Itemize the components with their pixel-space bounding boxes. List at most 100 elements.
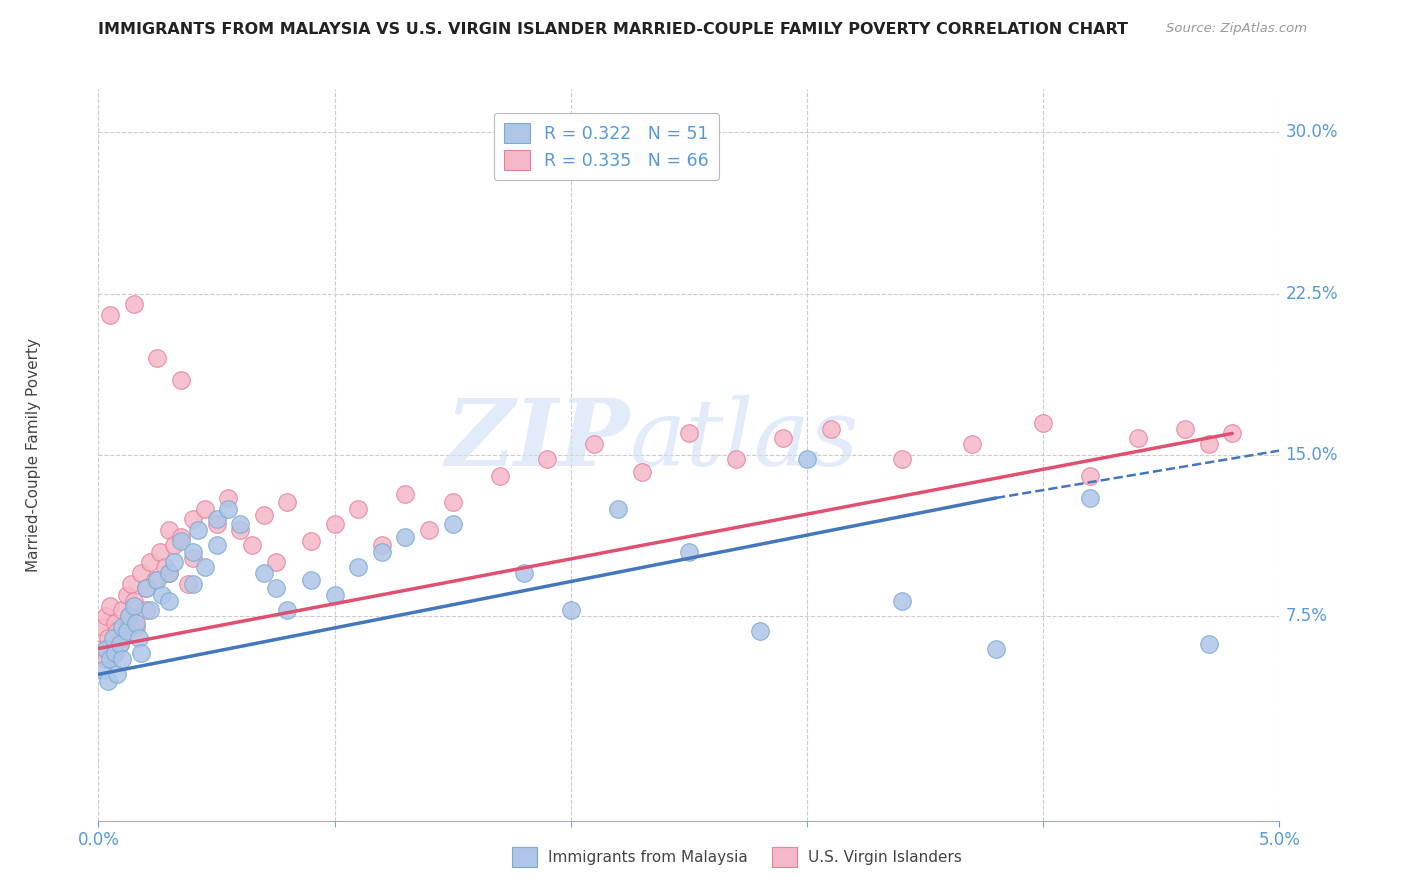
Point bbox=[94, 641, 117, 656]
Point bbox=[253, 566, 276, 581]
Point bbox=[118, 609, 141, 624]
Point bbox=[153, 559, 176, 574]
Point bbox=[1198, 637, 1220, 651]
Point bbox=[170, 530, 193, 544]
Point bbox=[276, 603, 298, 617]
Point bbox=[122, 297, 145, 311]
Point bbox=[139, 556, 162, 570]
Point bbox=[489, 469, 512, 483]
Point bbox=[105, 667, 128, 681]
Point bbox=[157, 523, 180, 537]
Point bbox=[394, 486, 416, 500]
Point bbox=[512, 566, 534, 581]
Point bbox=[748, 624, 770, 639]
Point bbox=[181, 577, 204, 591]
Text: Immigrants from Malaysia: Immigrants from Malaysia bbox=[548, 850, 748, 864]
Point bbox=[1198, 437, 1220, 451]
Point bbox=[94, 652, 117, 666]
Point bbox=[194, 501, 217, 516]
Point bbox=[149, 545, 172, 559]
Point bbox=[264, 556, 287, 570]
Point bbox=[205, 538, 228, 552]
Text: IMMIGRANTS FROM MALAYSIA VS U.S. VIRGIN ISLANDER MARRIED-COUPLE FAMILY POVERTY C: IMMIGRANTS FROM MALAYSIA VS U.S. VIRGIN … bbox=[98, 22, 1129, 37]
Point bbox=[157, 566, 180, 581]
Point bbox=[796, 452, 818, 467]
Point bbox=[111, 652, 134, 666]
Point bbox=[111, 603, 134, 617]
Point bbox=[163, 556, 186, 570]
Point bbox=[229, 523, 252, 537]
Point bbox=[1080, 469, 1102, 483]
Point bbox=[111, 631, 134, 645]
Point bbox=[187, 523, 209, 537]
Point bbox=[97, 631, 120, 645]
Text: 30.0%: 30.0% bbox=[1285, 123, 1339, 141]
Text: Source: ZipAtlas.com: Source: ZipAtlas.com bbox=[1167, 22, 1308, 36]
Point bbox=[121, 577, 143, 591]
Point bbox=[678, 426, 700, 441]
Point bbox=[139, 603, 162, 617]
Point bbox=[181, 512, 204, 526]
Point bbox=[962, 437, 984, 451]
Point bbox=[157, 566, 180, 581]
Point bbox=[118, 609, 141, 624]
Point bbox=[115, 624, 138, 639]
Point bbox=[772, 431, 794, 445]
Point bbox=[150, 588, 173, 602]
Point bbox=[122, 594, 145, 608]
Point bbox=[323, 516, 346, 531]
Point bbox=[125, 615, 148, 630]
Point bbox=[217, 501, 239, 516]
Point bbox=[418, 523, 440, 537]
Point bbox=[371, 538, 394, 552]
Point bbox=[98, 652, 121, 666]
Point bbox=[104, 615, 127, 630]
Point bbox=[1220, 426, 1243, 441]
Text: ZIP: ZIP bbox=[446, 395, 630, 485]
Point bbox=[264, 582, 287, 596]
Point bbox=[890, 452, 912, 467]
Point bbox=[181, 545, 204, 559]
Point bbox=[170, 533, 193, 548]
Point bbox=[323, 588, 346, 602]
Point bbox=[98, 308, 121, 322]
Point bbox=[98, 599, 121, 613]
Point bbox=[299, 573, 322, 587]
Point bbox=[194, 559, 217, 574]
Point bbox=[205, 516, 228, 531]
Point bbox=[101, 646, 124, 660]
Point bbox=[1080, 491, 1102, 505]
Text: U.S. Virgin Islanders: U.S. Virgin Islanders bbox=[808, 850, 962, 864]
Point bbox=[1032, 416, 1054, 430]
Point bbox=[394, 530, 416, 544]
Point bbox=[135, 582, 157, 596]
Point bbox=[125, 620, 148, 634]
Text: 7.5%: 7.5% bbox=[1285, 607, 1327, 625]
Point bbox=[229, 516, 252, 531]
Point bbox=[299, 533, 322, 548]
Point bbox=[820, 422, 842, 436]
Point bbox=[94, 609, 117, 624]
Point bbox=[90, 641, 112, 656]
Point bbox=[135, 603, 157, 617]
Point bbox=[129, 566, 152, 581]
Point bbox=[129, 646, 152, 660]
Point bbox=[725, 452, 748, 467]
Point bbox=[177, 577, 200, 591]
Point bbox=[347, 501, 370, 516]
Point bbox=[146, 351, 169, 365]
Text: atlas: atlas bbox=[630, 395, 859, 485]
Point bbox=[101, 631, 124, 645]
Point bbox=[253, 508, 276, 523]
Point bbox=[536, 452, 558, 467]
Point bbox=[1126, 431, 1149, 445]
Point bbox=[111, 620, 134, 634]
Point bbox=[678, 545, 700, 559]
Point bbox=[560, 603, 582, 617]
Point bbox=[135, 582, 157, 596]
Point bbox=[108, 637, 131, 651]
Point bbox=[607, 501, 630, 516]
Point bbox=[583, 437, 606, 451]
Point bbox=[91, 620, 114, 634]
Point bbox=[347, 559, 370, 574]
